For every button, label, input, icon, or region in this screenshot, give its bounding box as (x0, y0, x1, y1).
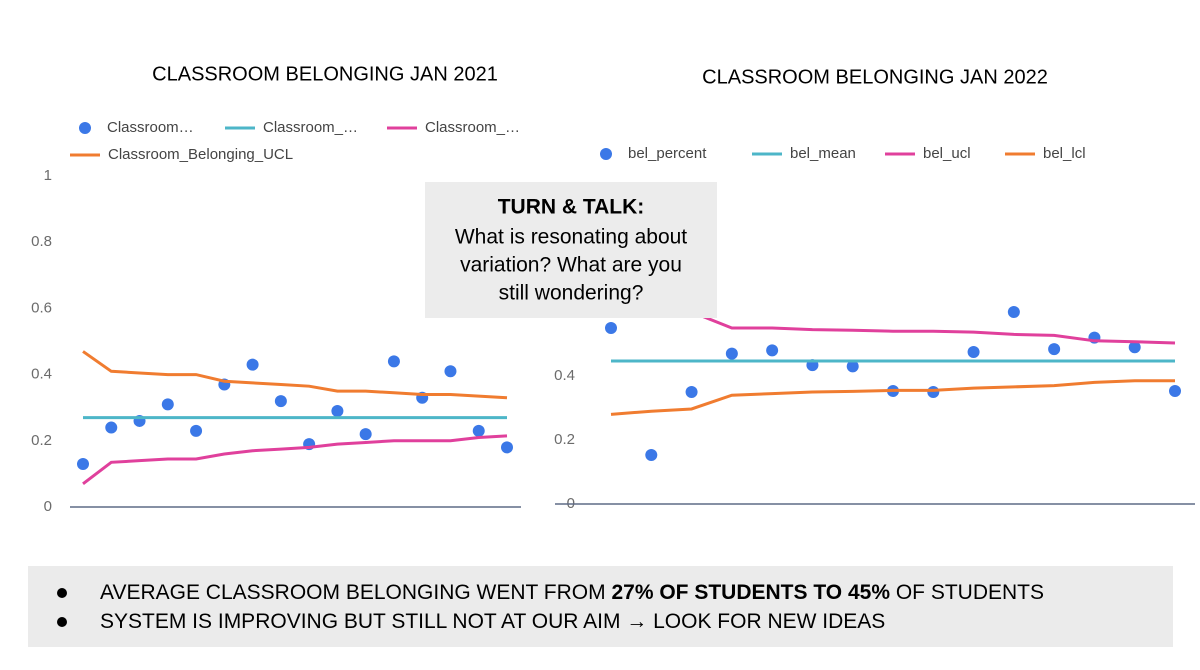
data-point (685, 386, 698, 398)
data-point (725, 347, 738, 360)
legend-label: bel_ucl (923, 145, 971, 162)
callout-heading: TURN & TALK: (498, 196, 645, 219)
legend-label: bel_percent (628, 145, 707, 162)
data-point (766, 344, 779, 357)
bullet-run: AVERAGE CLASSROOM BELONGING WENT FROM (100, 581, 611, 604)
legend-label: Classroom_… (263, 119, 358, 136)
legend-label: Classroom_Belonging_UCL (108, 146, 293, 163)
data-point (1048, 343, 1061, 356)
data-point (645, 449, 658, 462)
chart-title: CLASSROOM BELONGING JAN 2022 (702, 66, 1048, 88)
data-point (190, 424, 203, 437)
bullet-run: SYSTEM IS IMPROVING BUT STILL NOT AT OUR… (100, 610, 885, 633)
bullet-text: AVERAGE CLASSROOM BELONGING WENT FROM 27… (100, 581, 1044, 604)
series-line (82, 350, 508, 400)
data-point (501, 441, 513, 454)
bullet-run: OF STUDENTS (890, 581, 1044, 604)
y-tick-label: 0.4 (31, 366, 52, 383)
data-point (605, 322, 617, 334)
data-point (927, 386, 940, 398)
data-point (1128, 341, 1141, 354)
data-point (444, 365, 457, 378)
y-tick-label: 0.6 (31, 299, 52, 316)
data-point (1169, 385, 1181, 398)
legend-label: bel_mean (790, 145, 856, 162)
y-tick-label: 0.2 (554, 431, 575, 448)
legend-label: bel_lcl (1043, 145, 1086, 162)
data-point (387, 355, 400, 368)
legend-label: Classroom… (107, 119, 194, 136)
data-point (967, 346, 980, 358)
bullet-dot (57, 617, 67, 627)
data-point (1007, 306, 1020, 318)
y-tick-label: 1 (44, 167, 52, 184)
y-tick-label: 0.2 (31, 432, 52, 449)
data-point (246, 358, 259, 371)
series-line (82, 434, 508, 486)
data-point (846, 360, 859, 373)
legend-label: Classroom_… (425, 119, 520, 136)
series-line (610, 379, 1175, 416)
data-point (77, 457, 89, 470)
bullet-dot (57, 588, 67, 598)
callout-line: still wondering? (499, 282, 644, 305)
legend-marker (79, 122, 91, 134)
callout-line: variation? What are you (460, 254, 682, 277)
bullet-text: SYSTEM IS IMPROVING BUT STILL NOT AT OUR… (100, 610, 885, 633)
data-point (274, 395, 287, 408)
data-point (331, 405, 344, 418)
y-tick-label: 0.8 (31, 233, 52, 250)
data-point (359, 428, 372, 441)
summary-box (28, 566, 1173, 647)
data-point (105, 421, 118, 434)
callout-line: What is resonating about (455, 226, 687, 249)
bullet-run: 27% OF STUDENTS TO 45% (611, 581, 890, 604)
legend-marker (600, 148, 612, 160)
callout-box (425, 182, 717, 318)
chart-title: CLASSROOM BELONGING JAN 2021 (152, 63, 498, 85)
data-point (472, 424, 485, 437)
data-point (161, 398, 174, 411)
y-tick-label: 0 (44, 498, 52, 515)
y-tick-label: 0.4 (554, 367, 575, 384)
